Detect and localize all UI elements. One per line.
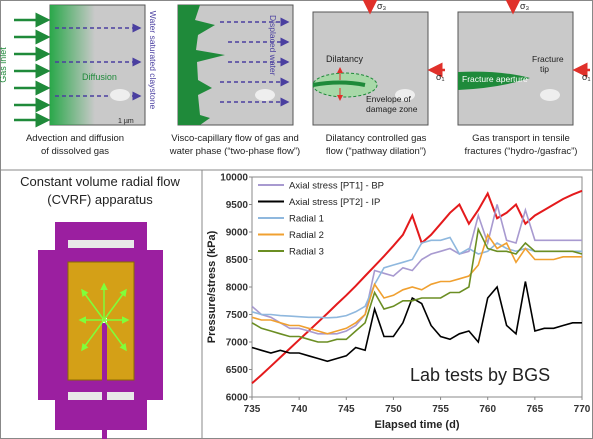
- x-tick-label: 760: [479, 404, 496, 415]
- chart: Pressure/stress (kPa) Elapsed time (d) L…: [206, 173, 591, 432]
- caption: Advection and diffusion: [26, 133, 124, 144]
- series-line: [251, 236, 582, 319]
- series-line: [251, 204, 582, 335]
- legend-label: Radial 1: [289, 214, 324, 225]
- y-tick-label: 10000: [220, 173, 248, 184]
- label: tip: [540, 64, 549, 74]
- legend-label: Axial stress [PT2] - IP: [289, 197, 380, 208]
- legend-label: Radial 2: [289, 230, 324, 241]
- label: σ₃: [377, 1, 387, 11]
- caption: Gas transport in tensile: [472, 133, 570, 144]
- label: σ₁: [582, 72, 591, 82]
- label: Diffusion: [82, 72, 117, 82]
- label: Gas inlet: [0, 47, 8, 83]
- x-tick-label: 765: [527, 404, 544, 415]
- diagram-1: Gas inlet Diffusion Water saturated clay…: [0, 4, 158, 157]
- y-tick-label: 9000: [226, 228, 249, 239]
- apparatus-title: Constant volume radial flow: [20, 174, 180, 189]
- y-axis-label: Pressure/stress (kPa): [206, 230, 218, 343]
- x-tick-label: 735: [244, 404, 261, 415]
- series-line: [251, 281, 582, 363]
- caption: of dissolved gas: [41, 146, 109, 157]
- series-line: [251, 232, 582, 335]
- diagram-3: σ₃ σ₁ Dilatancy Envelope of damage zone …: [312, 0, 445, 157]
- label: Water saturated claystone: [148, 11, 158, 110]
- label: Fracture aperture: [462, 74, 528, 84]
- apparatus-title: (CVRF) apparatus: [47, 192, 153, 207]
- diagram-2: Displaced water Visco-capillary flow of …: [169, 4, 300, 157]
- caption: fractures (“hydro-/gasfrac”): [465, 146, 578, 157]
- label: σ₃: [520, 1, 530, 11]
- y-tick-label: 6500: [226, 365, 249, 376]
- legend-label: Axial stress [PT1] - BP: [289, 181, 384, 192]
- label: damage zone: [366, 104, 418, 114]
- label: Envelope of: [366, 94, 412, 104]
- label: 1 µm: [118, 118, 134, 125]
- label: σ₁: [436, 72, 445, 82]
- plot-area: [251, 176, 583, 398]
- y-tick-label: 9500: [226, 200, 249, 211]
- legend-label: Radial 3: [289, 247, 324, 258]
- x-tick-label: 770: [574, 404, 591, 415]
- caption: Visco-capillary flow of gas and: [171, 133, 299, 144]
- label: Displaced water: [268, 15, 278, 76]
- y-tick-label: 7000: [226, 338, 249, 349]
- x-axis-label: Elapsed time (d): [375, 419, 460, 431]
- x-tick-label: 745: [338, 404, 355, 415]
- series-line: [251, 189, 583, 385]
- x-tick-label: 755: [432, 404, 449, 415]
- y-tick-label: 8000: [226, 283, 249, 294]
- caption: flow (“pathway dilation”): [326, 146, 426, 157]
- label: Dilatancy: [326, 54, 364, 64]
- annotation: Lab tests by BGS: [410, 365, 550, 385]
- y-tick-label: 7500: [226, 310, 249, 321]
- caption: water phase (“two-phase flow”): [169, 146, 300, 157]
- caption: Dilatancy controlled gas: [326, 133, 427, 144]
- y-tick-label: 8500: [226, 255, 249, 266]
- apparatus: Constant volume radial flow (CVRF) appar…: [20, 174, 180, 439]
- diagram-4: σ₃ σ₁ Fracture aperture Fracture tip Gas…: [457, 0, 591, 157]
- label: Fracture: [532, 54, 564, 64]
- x-tick-label: 740: [291, 404, 308, 415]
- y-tick-label: 6000: [226, 393, 249, 404]
- series-line: [251, 226, 583, 343]
- x-tick-label: 750: [385, 404, 402, 415]
